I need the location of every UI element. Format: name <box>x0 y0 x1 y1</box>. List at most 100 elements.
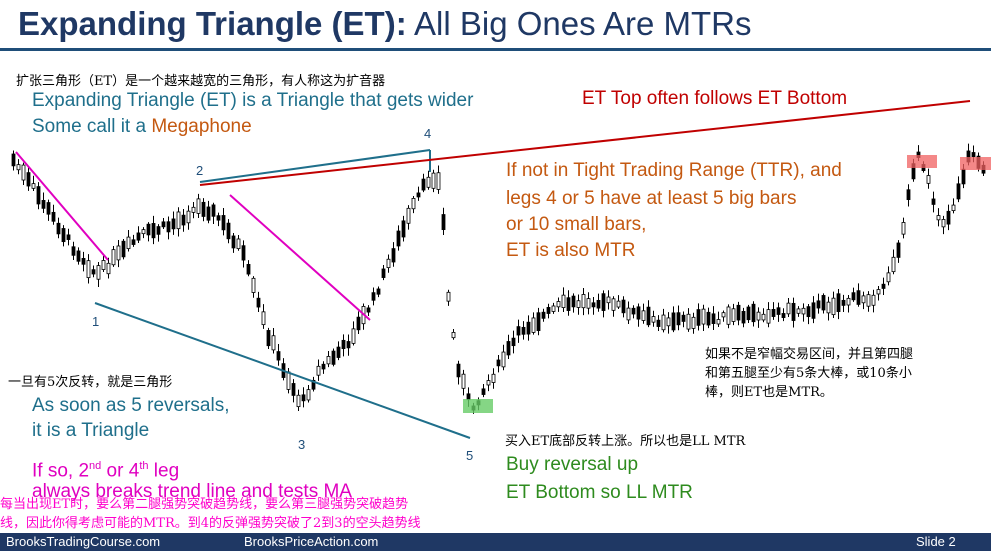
candle-body <box>151 223 156 239</box>
et-top-line <box>199 100 971 186</box>
candle-body <box>971 152 976 158</box>
candle-body <box>811 302 816 319</box>
leg-label-4: 4 <box>424 126 432 141</box>
candle-body <box>646 306 651 326</box>
candlesticks <box>11 143 986 414</box>
et-definition: Expanding Triangle (ET) is a Triangle th… <box>32 90 474 111</box>
candle-body <box>841 299 846 306</box>
candle-body <box>721 312 726 318</box>
candle-body <box>181 214 186 226</box>
candle-body <box>41 200 46 209</box>
candle-body <box>396 230 401 247</box>
candle-body <box>301 394 306 402</box>
candle-body <box>686 313 691 330</box>
candle-body <box>126 236 131 250</box>
candle-body <box>456 363 461 378</box>
candle-body <box>391 248 396 263</box>
candle-body <box>641 310 646 321</box>
candle-body <box>96 265 101 280</box>
candle-body <box>616 300 621 308</box>
candle-body <box>296 394 301 408</box>
candle-body <box>286 371 291 390</box>
candle-body <box>741 311 746 324</box>
candle-body <box>21 164 26 181</box>
candle-body <box>76 250 81 262</box>
candle-body <box>656 319 661 327</box>
candle-body <box>771 309 776 317</box>
candle-body <box>946 210 951 225</box>
candle-body <box>941 219 946 228</box>
ttr-note-2: legs 4 or 5 have at least 5 big bars <box>506 188 797 209</box>
cn-reversals-note: 一旦有5次反转，就是三角形 <box>8 375 173 390</box>
candle-body <box>591 302 596 308</box>
candle-body <box>46 202 51 215</box>
candle-body <box>636 306 641 320</box>
candle-body <box>11 153 16 167</box>
candle-body <box>751 303 756 323</box>
candle-body <box>711 313 716 324</box>
cn-bottom-note: 每当出现ET时，要么第二腿强势突破趋势线，要么第三腿强势突破趋势 线，因此你得考… <box>0 497 421 531</box>
candle-body <box>81 258 86 265</box>
candle-body <box>856 290 861 305</box>
candle-body <box>51 211 56 222</box>
candle-body <box>851 292 856 301</box>
candle-body <box>556 301 561 308</box>
candle-body <box>176 211 181 230</box>
candle-body <box>186 210 191 224</box>
candle-body <box>421 178 426 191</box>
candle-body <box>261 311 266 326</box>
candle-body <box>931 198 936 205</box>
candle-body <box>26 172 31 187</box>
cn-ttr-note: 如果不是窄幅交易区间，并且第四腿 和第五腿至少有5条大棒，或10条小 棒，则ET… <box>705 347 914 400</box>
candle-body <box>806 306 811 318</box>
candle-body <box>336 346 341 358</box>
candle-body <box>106 262 111 275</box>
candle-body <box>926 175 931 184</box>
candle-body <box>676 312 681 326</box>
candle-body <box>121 240 126 258</box>
candle-body <box>531 317 536 333</box>
candle-body <box>241 245 246 261</box>
candle-body <box>376 288 381 295</box>
candle-body <box>746 306 751 321</box>
candle-body <box>621 299 626 314</box>
candle-body <box>906 189 911 201</box>
candle-body <box>781 313 786 318</box>
candle-body <box>271 335 276 351</box>
candle-body <box>776 307 781 315</box>
candle-body <box>201 201 206 217</box>
candle-body <box>606 296 611 304</box>
reversals-note-1: As soon as 5 reversals, <box>32 395 230 416</box>
leg2-trendline <box>15 151 109 261</box>
candle-body <box>91 269 96 275</box>
candle-body <box>221 215 226 231</box>
candle-body <box>206 206 211 221</box>
candle-body <box>451 332 456 339</box>
cn-top-note: 扩张三角形（ET）是一个越来越宽的三角形，有人称这为扩音器 <box>16 74 386 89</box>
candle-body <box>691 316 696 329</box>
candle-body <box>831 297 836 316</box>
candle-body <box>351 328 356 344</box>
candle-body <box>821 295 826 311</box>
candle-body <box>196 198 201 214</box>
candle-body <box>481 388 486 395</box>
candle-body <box>541 311 546 319</box>
candle-body <box>506 341 511 356</box>
candle-body <box>896 242 901 258</box>
candle-body <box>16 164 21 171</box>
megaphone-note: Some call it a Megaphone <box>32 116 252 137</box>
candle-body <box>701 308 706 325</box>
footer-right: Slide 2 <box>916 534 956 549</box>
candle-body <box>231 235 236 249</box>
candle-body <box>416 192 421 198</box>
candle-body <box>551 305 556 312</box>
candle-body <box>56 222 61 235</box>
candle-body <box>71 246 76 256</box>
candle-body <box>166 221 171 233</box>
candle-body <box>191 206 196 213</box>
ttr-note-3: or 10 small bars, <box>506 214 647 235</box>
candle-body <box>586 298 591 309</box>
candle-body <box>216 215 221 221</box>
candle-body <box>566 297 571 311</box>
